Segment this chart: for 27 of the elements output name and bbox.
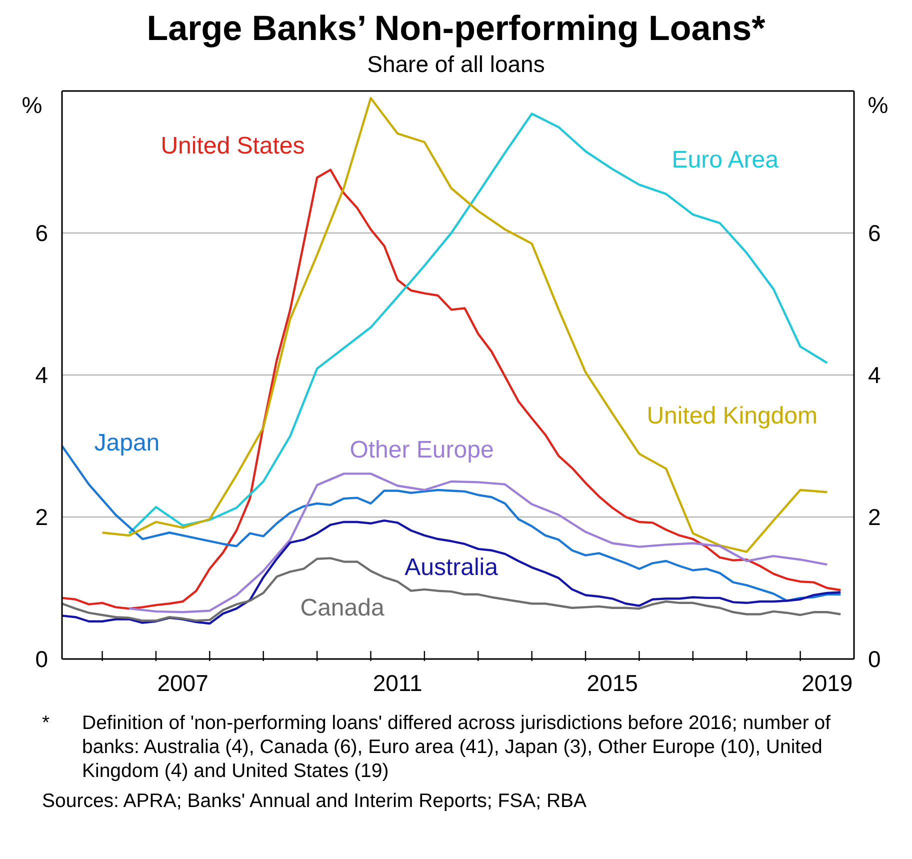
series-label: United Kingdom [646, 402, 818, 430]
chart-subtitle: Share of all loans [367, 51, 545, 77]
x-tick-label: 2011 [372, 670, 422, 696]
line-series [62, 519, 842, 625]
y-tick-label: 0 [35, 646, 48, 672]
series-label: United States [160, 132, 305, 160]
y2-tick-label: 6 [868, 220, 881, 246]
series-label: Japan [94, 429, 160, 456]
source-note: Sources: APRA; Banks' Annual and Interim Reports; FSA; RBA [42, 790, 587, 812]
series-label: Euro Area [672, 146, 780, 174]
series-label: Canada [300, 594, 385, 622]
y2-tick-label: 2 [868, 504, 881, 530]
x-tick-label: 2019 [802, 670, 853, 696]
y-tick-label: 6 [35, 220, 48, 246]
chart-title: Large Banks’ Non-performing Loans* [146, 9, 766, 48]
y-tick-label: 4 [35, 362, 48, 388]
series-label: Other Europe [350, 436, 494, 464]
y2-axis-title: % [868, 92, 888, 118]
y2-tick-label: 4 [868, 362, 881, 388]
line-series [62, 557, 842, 622]
y2-tick-label: 0 [868, 646, 881, 672]
x-tick-label: 2015 [586, 670, 638, 696]
y-axis-title: % [22, 92, 42, 118]
x-tick-label: 2007 [157, 670, 208, 696]
text: * Definition of 'non-performing loans' differed across jurisdictions before 2016; number of banks: Australia (4), Canada (6), Euro area (41), Japan (3), Other Europe (10), United Kingdom (4) and United States (19) [42, 712, 830, 782]
y-tick-label: 2 [35, 504, 48, 530]
series-label: Australia [404, 554, 499, 582]
